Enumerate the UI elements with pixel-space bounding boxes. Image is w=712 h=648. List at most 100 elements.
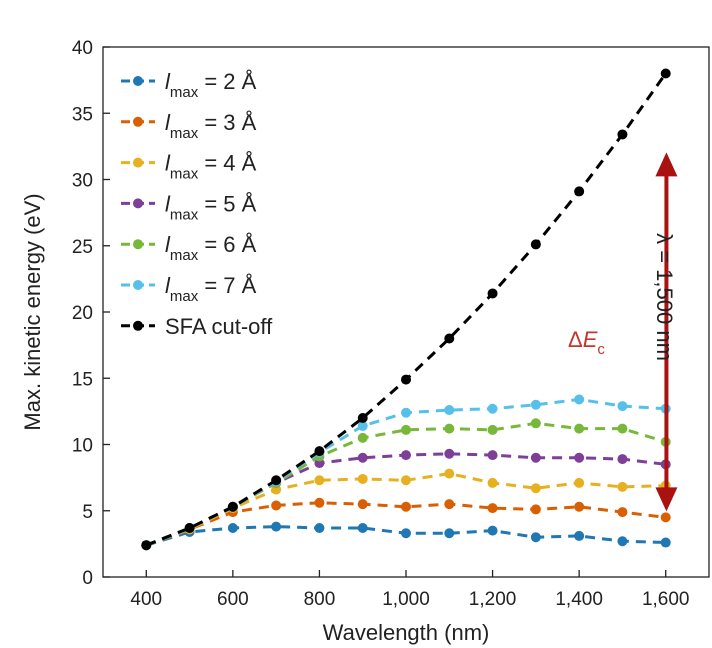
data-point: [487, 450, 498, 461]
data-point: [617, 507, 628, 518]
legend-label-rest: = 6 Å: [198, 232, 256, 257]
legend-label-rest: = 3 Å: [198, 110, 256, 135]
x-tick-label: 1,400: [555, 589, 603, 610]
legend-label-var: l: [165, 151, 171, 176]
data-point: [271, 475, 282, 486]
data-point: [617, 423, 628, 434]
delta-energy-var: E: [583, 327, 598, 352]
data-point: [357, 452, 368, 463]
data-point: [574, 423, 585, 434]
data-point: [574, 530, 585, 541]
data-point: [401, 407, 411, 418]
legend-swatch-marker: [133, 239, 143, 250]
data-point: [530, 418, 541, 429]
data-point: [444, 448, 455, 459]
data-point: [401, 450, 411, 461]
data-point: [401, 501, 411, 512]
data-point: [444, 528, 455, 539]
data-point: [487, 424, 498, 435]
data-point: [227, 522, 238, 533]
data-point: [530, 532, 541, 543]
data-point: [227, 501, 238, 512]
legend-label-rest: = 5 Å: [198, 191, 256, 216]
annotations: ΔEc λ = 1,500 nm: [568, 152, 678, 512]
data-point: [184, 522, 195, 533]
delta-energy-sub: c: [597, 341, 605, 358]
y-tick-label: 25: [72, 237, 93, 258]
legend-label: lmax = 6 Å: [165, 232, 257, 264]
legend-swatch-marker: [133, 116, 143, 127]
data-point: [357, 473, 368, 484]
series-0: [141, 521, 671, 551]
series-line: [145, 397, 666, 547]
legend-label: SFA cut-off: [165, 314, 273, 339]
legend-label: lmax = 7 Å: [165, 273, 257, 305]
legend-label-sub: max: [170, 125, 199, 142]
data-point: [444, 423, 455, 434]
legend-item-0: lmax = 2 Å: [121, 69, 257, 101]
series-6: [141, 68, 671, 551]
legend-label-var: l: [165, 110, 171, 135]
data-point: [444, 405, 455, 416]
x-tick-label: 1,000: [382, 589, 430, 610]
data-point: [617, 129, 628, 140]
data-point: [141, 540, 152, 551]
data-point: [574, 394, 585, 405]
legend-swatch-marker: [133, 320, 143, 331]
y-tick-label: 20: [72, 303, 93, 324]
legend-label-var: l: [165, 191, 171, 216]
data-point: [487, 525, 498, 536]
legend-swatch-marker: [133, 76, 143, 86]
series-1: [141, 497, 671, 551]
x-tick-label: 400: [130, 589, 162, 610]
legend-label-var: l: [165, 69, 171, 94]
data-point: [617, 536, 628, 547]
x-tick-label: 1,200: [469, 589, 517, 610]
y-tick-label: 10: [72, 436, 93, 457]
x-tick-label: 1,600: [642, 589, 690, 610]
y-tick-label: 0: [82, 568, 93, 589]
data-point: [357, 420, 368, 431]
series-5: [141, 394, 671, 551]
legend-item-5: lmax = 7 Å: [121, 273, 257, 305]
data-point: [574, 501, 585, 512]
data-point: [487, 503, 498, 514]
legend-swatch-marker: [133, 280, 143, 290]
data-point: [660, 68, 671, 79]
delta-symbol: Δ: [568, 327, 583, 352]
legend-swatch-marker: [133, 198, 143, 209]
data-point: [487, 403, 498, 414]
data-point: [444, 468, 455, 479]
data-point: [660, 512, 671, 523]
data-point: [444, 499, 455, 510]
data-point: [574, 186, 585, 197]
data-point: [574, 477, 585, 488]
series-layer: [141, 68, 671, 551]
legend-item-1: lmax = 3 Å: [121, 110, 257, 142]
data-point: [314, 446, 325, 457]
legend-label-sub: max: [170, 247, 199, 264]
data-point: [357, 522, 368, 533]
legend-label: lmax = 5 Å: [165, 191, 257, 223]
legend-label-rest: = 4 Å: [198, 151, 256, 176]
data-point: [314, 497, 325, 508]
y-tick-label: 40: [72, 38, 93, 59]
legend-label-sub: max: [170, 166, 199, 183]
data-point: [271, 500, 282, 511]
legend-item-4: lmax = 6 Å: [121, 232, 257, 264]
legend-item-3: lmax = 5 Å: [121, 191, 257, 223]
wavelength-label: λ = 1,500 nm: [652, 233, 677, 361]
legend-label-var: l: [165, 273, 171, 298]
data-point: [401, 424, 411, 435]
y-tick-label: 30: [72, 171, 93, 192]
axes: 0 5 10 15 20 25 30 35 40 400 600 800 1,000 1,200 1,400…: [20, 38, 710, 645]
data-point: [357, 413, 368, 423]
data-point: [574, 452, 585, 463]
data-point: [314, 475, 325, 486]
legend-label-rest: = 2 Å: [198, 69, 256, 94]
delta-energy-label: ΔEc: [568, 327, 605, 358]
data-point: [530, 399, 541, 410]
data-point: [617, 401, 628, 412]
data-point: [357, 432, 368, 443]
data-point: [357, 499, 368, 510]
